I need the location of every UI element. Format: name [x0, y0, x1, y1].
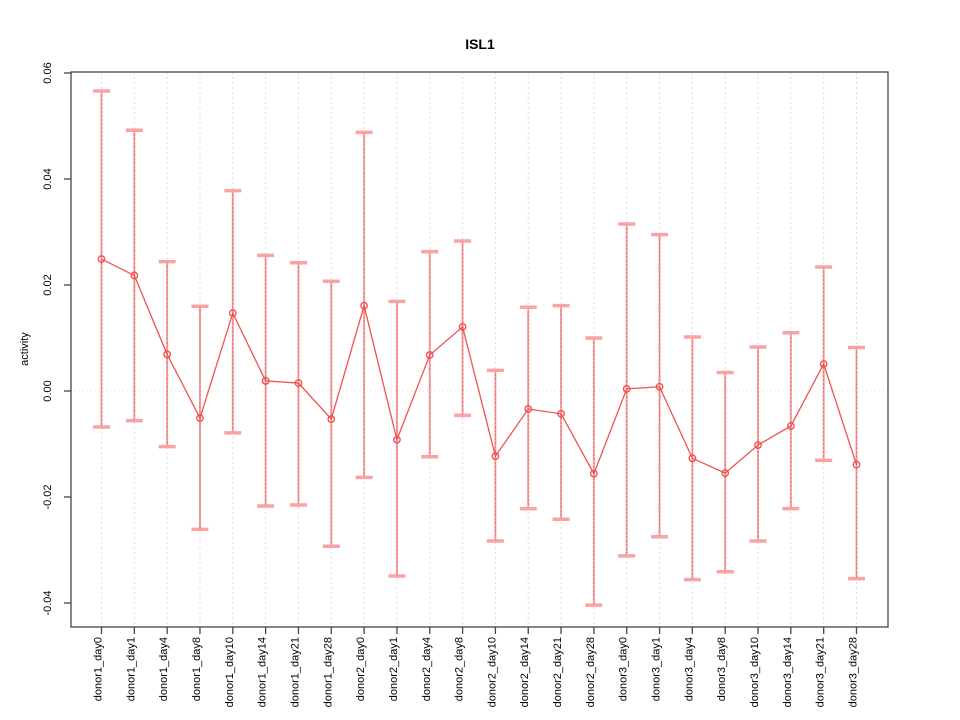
data-point [294, 379, 303, 387]
y-tick-label: -0.04 [42, 590, 54, 615]
data-point [589, 469, 598, 478]
data-point [360, 301, 369, 310]
x-tick-label: donor2_day10 [486, 637, 498, 707]
x-tick-label: donor2_day8 [454, 637, 466, 701]
data-point [393, 435, 401, 444]
x-tick-label: donor1_day28 [322, 637, 334, 707]
data-point [754, 441, 762, 449]
series-line [101, 258, 858, 476]
data-point [163, 350, 172, 359]
data-point [261, 377, 270, 385]
data-point [196, 414, 204, 422]
x-tick-label: donor3_day10 [749, 637, 761, 707]
data-point [721, 469, 730, 478]
data-point [819, 360, 828, 368]
x-tick-label: donor1_day10 [224, 637, 236, 707]
data-point [425, 351, 434, 359]
x-tick-label: donor2_day28 [585, 637, 597, 707]
x-tick-label: donor1_day14 [257, 637, 269, 707]
x-tick-label: donor3_day28 [848, 637, 860, 707]
y-tick-label: 0.04 [42, 168, 54, 189]
x-tick-label: donor1_day21 [289, 637, 301, 707]
x-tick-label: donor2_day21 [552, 637, 564, 707]
x-tick-label: donor2_day14 [519, 637, 531, 707]
x-tick-label: donor2_day0 [355, 637, 367, 701]
x-tick-label: donor3_day14 [782, 637, 794, 707]
x-tick-label: donor3_day0 [618, 637, 630, 701]
x-tick-label: donor3_day8 [716, 637, 728, 701]
y-tick-label: -0.02 [42, 484, 54, 509]
data-point [557, 409, 565, 418]
x-tick-label: donor1_day0 [93, 637, 105, 701]
data-point [228, 309, 237, 317]
x-tick-label: donor2_day1 [388, 637, 400, 701]
data-point [622, 384, 631, 393]
x-tick-label: donor1_day1 [125, 637, 137, 701]
y-tick-label: 0.06 [42, 62, 54, 83]
x-tick-label: donor3_day1 [651, 637, 663, 701]
data-point [458, 322, 467, 331]
data-point [852, 460, 861, 469]
plot-frame [70, 71, 889, 628]
x-tick-label: donor1_day8 [191, 637, 203, 701]
y-tick-label: 0.02 [42, 274, 54, 295]
x-tick-label: donor3_day21 [815, 637, 827, 707]
x-tick-label: donor3_day4 [683, 637, 695, 701]
data-point [327, 415, 336, 423]
y-tick-label: 0.00 [42, 380, 54, 401]
x-tick-label: donor1_day4 [158, 637, 170, 701]
data-point [688, 454, 697, 463]
data-point [524, 405, 533, 413]
data-point [655, 382, 664, 391]
chart-title: ISL1 [465, 36, 495, 52]
data-point [786, 422, 795, 430]
data-point [97, 255, 106, 263]
x-tick-label: donor2_day4 [421, 637, 433, 701]
data-point [130, 271, 139, 280]
data-point [491, 452, 500, 461]
